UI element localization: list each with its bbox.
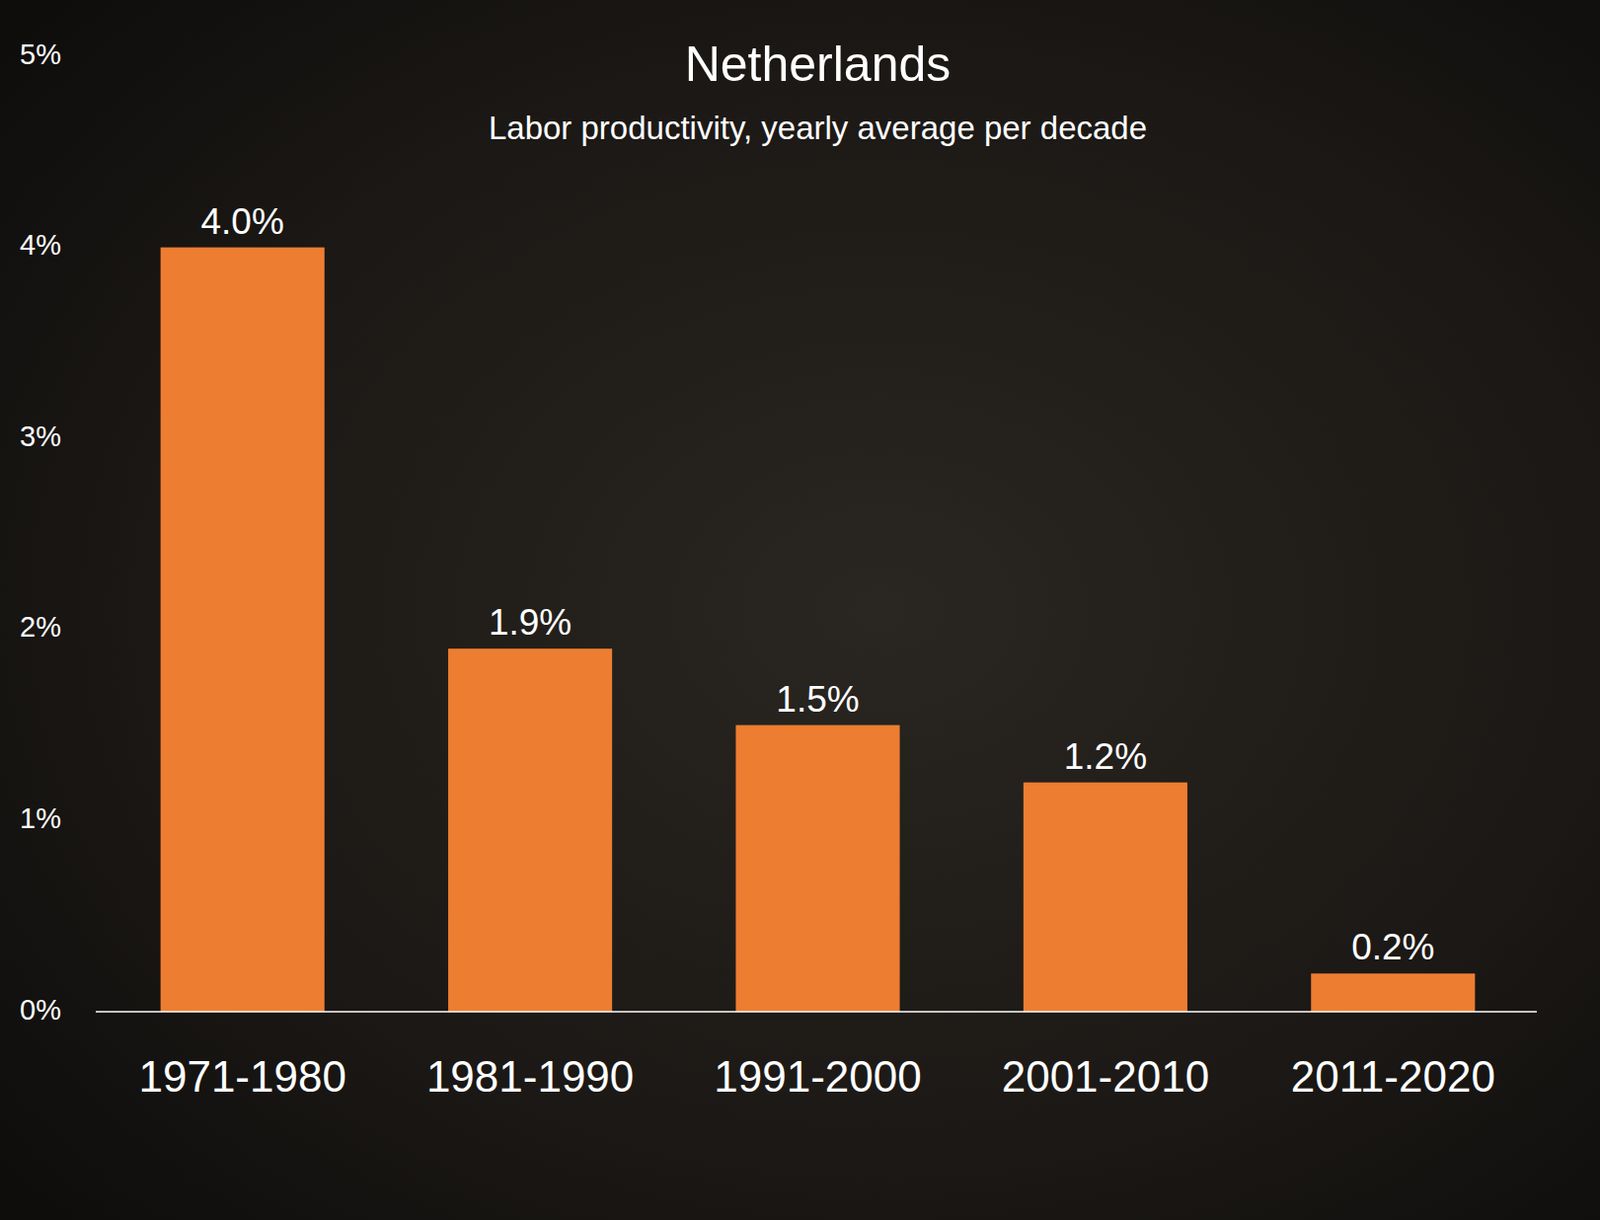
bars <box>160 247 1476 1012</box>
title: Netherlands <box>685 36 952 92</box>
chart: Netherlands Labor productivity, yearly av… <box>0 0 1600 1220</box>
bar <box>1023 782 1188 1012</box>
x-tick-label: 1981-1990 <box>426 1052 634 1101</box>
bar <box>1310 973 1475 1012</box>
y-tick-label: 3% <box>19 420 62 453</box>
x-tick-label: 2001-2010 <box>1001 1052 1210 1101</box>
data-label: 1.9% <box>488 602 572 643</box>
x-tick-label: 1971-1980 <box>138 1052 346 1101</box>
x-tick-label: 2011-2020 <box>1291 1052 1496 1101</box>
bar <box>735 725 900 1012</box>
y-tick-label: 5% <box>19 38 62 71</box>
subtitle: Labor productivity, yearly average per d… <box>488 109 1147 147</box>
y-tick-label: 1% <box>19 802 62 835</box>
y-tick-label: 2% <box>19 610 62 643</box>
data-label: 0.2% <box>1351 926 1435 968</box>
bar <box>448 648 612 1012</box>
data-label: 4.0% <box>201 201 285 242</box>
x-tick-label: 1991-2000 <box>713 1052 921 1101</box>
data-label: 1.5% <box>775 679 859 720</box>
y-tick-label: 4% <box>19 228 62 261</box>
y-tick-label: 0% <box>19 993 62 1026</box>
bar <box>160 247 325 1012</box>
data-label: 1.2% <box>1064 736 1147 777</box>
background <box>0 0 1600 1220</box>
x-axis-line <box>95 1010 1537 1013</box>
